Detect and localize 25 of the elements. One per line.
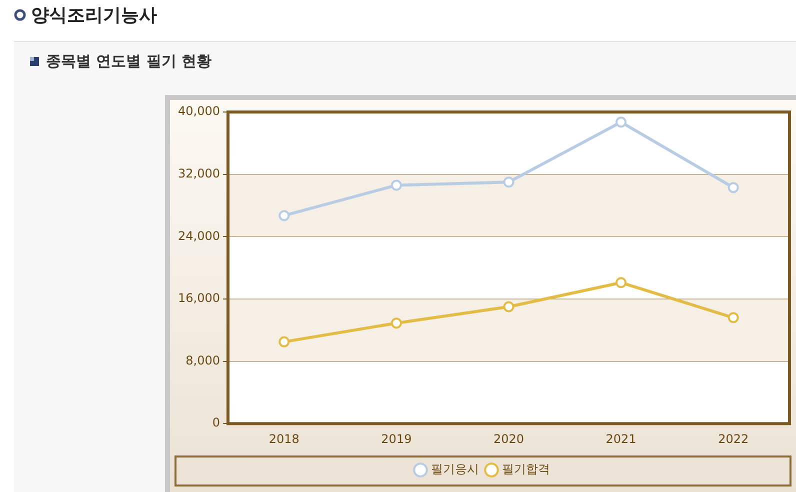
legend-label: 필기합격: [502, 462, 550, 476]
point: [503, 301, 514, 312]
legend-label: 필기응시: [431, 462, 479, 476]
point: [728, 312, 739, 324]
point: [278, 210, 290, 222]
point: [728, 182, 739, 194]
x-tick-label: 2022: [718, 432, 749, 446]
y-tick-label: 0: [212, 416, 220, 430]
point: [616, 116, 627, 128]
point: [616, 277, 627, 288]
point: [278, 336, 290, 348]
y-tick-label: 32,000: [178, 166, 220, 180]
x-tick-label: 2021: [606, 432, 636, 446]
y-tick-label: 8,000: [186, 353, 220, 368]
y-tick-label: 24,000: [178, 228, 220, 243]
chart-title: 양식조리기능사: [31, 4, 157, 27]
point: [390, 318, 402, 329]
x-tick-label: 2018: [268, 432, 300, 446]
x-tick-label: 2020: [493, 432, 524, 446]
point: [390, 180, 402, 191]
point: [503, 176, 514, 188]
y-tick-label: 16,000: [178, 291, 220, 306]
y-tick-label: 40,000: [178, 104, 220, 118]
x-tick-label: 2019: [381, 432, 412, 446]
chart-subtitle: 종목별 연도별 필기 현황: [46, 52, 212, 71]
